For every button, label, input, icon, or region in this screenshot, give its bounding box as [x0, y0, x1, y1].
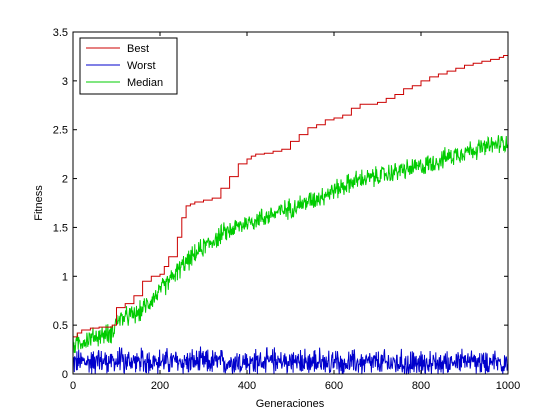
series-median-line — [72, 135, 509, 353]
x-tick-label: 0 — [70, 380, 76, 392]
legend-label-best: Best — [127, 43, 149, 55]
y-axis: 0 0.5 1 1.5 2 2.5 3 3.5 — [53, 27, 508, 381]
y-tick-label: 2 — [62, 174, 68, 186]
x-tick-label: 200 — [151, 380, 169, 392]
y-tick-label: 0.5 — [53, 320, 68, 332]
x-axis: 0 200 400 600 800 1000 — [70, 32, 520, 392]
y-axis-title: Fitness — [33, 185, 45, 221]
x-tick-label: 600 — [325, 380, 343, 392]
y-tick-label: 3.5 — [53, 27, 68, 39]
legend: Best Worst Median — [79, 37, 178, 95]
series-best-line — [73, 50, 509, 338]
y-tick-label: 1.5 — [53, 222, 68, 234]
x-axis-title: Generaciones — [256, 398, 325, 410]
y-tick-label: 0 — [62, 369, 68, 381]
x-tick-label: 800 — [412, 380, 430, 392]
series-worst-line — [72, 346, 509, 376]
y-tick-label: 3 — [62, 76, 68, 88]
x-tick-label: 400 — [238, 380, 256, 392]
legend-label-median: Median — [127, 77, 163, 89]
legend-label-worst: Worst — [127, 60, 156, 72]
y-tick-label: 2.5 — [53, 125, 68, 137]
legend-box — [79, 37, 178, 95]
series-layer — [72, 50, 509, 376]
x-tick-label: 1000 — [496, 380, 520, 392]
y-tick-label: 1 — [62, 271, 68, 283]
plot-frame — [72, 31, 509, 375]
